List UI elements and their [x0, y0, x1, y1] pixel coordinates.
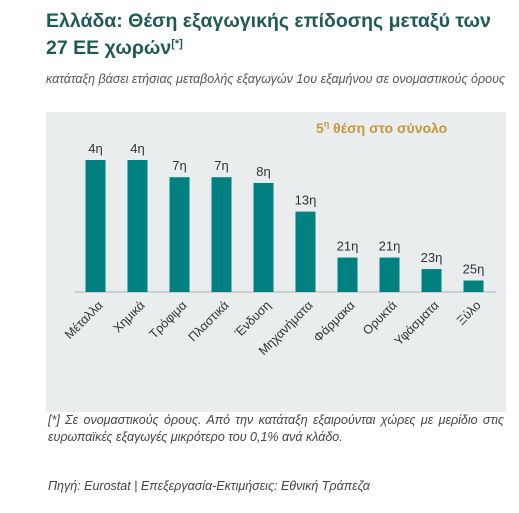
bar-7 — [379, 257, 400, 292]
category-label-7: Ορυκτά — [360, 298, 400, 338]
data-label-8: 23η — [421, 250, 443, 265]
bar-8 — [421, 269, 442, 292]
source-note: Πηγή: Eurostat | Επεξεργασία-Εκτιμήσεις:… — [48, 479, 370, 493]
data-label-6: 21η — [337, 239, 359, 254]
bar-chart: 4η Μέταλλα 4η Χημικά 7η Τρόφιμα 7η Πλαστικά 8η Έν… — [62, 119, 496, 358]
chart-title: Ελλάδα: Θέση εξαγωγικής επίδοσης μεταξύ … — [46, 10, 506, 60]
chart-title-text: Ελλάδα: Θέση εξαγωγικής επίδοσης μεταξύ … — [46, 10, 491, 59]
category-label-0: Μέταλλα — [62, 298, 105, 341]
data-label-7: 21η — [379, 239, 401, 254]
overall-rank-annotation: 5η θέση στο σύνολο — [316, 119, 447, 136]
category-label-6: Φάρμακα — [311, 298, 358, 345]
data-label-2: 7η — [172, 158, 186, 173]
category-label-3: Πλαστικά — [186, 298, 232, 344]
bar-6 — [337, 257, 358, 292]
data-label-3: 7η — [214, 158, 228, 173]
bar-9 — [463, 280, 484, 292]
data-label-9: 25η — [463, 262, 485, 277]
data-label-4: 8η — [256, 164, 270, 179]
bar-0 — [85, 160, 106, 292]
category-label-8: Υφάσματα — [392, 298, 442, 348]
bar-1 — [127, 160, 148, 292]
chart-subtitle: κατάταξη βάσει ετήσιας μεταβολής εξαγωγώ… — [46, 72, 506, 86]
category-label-4: Ένδυση — [232, 298, 274, 340]
bar-5 — [295, 211, 316, 292]
bar-3 — [211, 177, 232, 292]
bar-4 — [253, 182, 274, 292]
category-label-1: Χημικά — [110, 298, 147, 335]
bar-2 — [169, 177, 190, 292]
data-label-1: 4η — [130, 141, 144, 156]
data-label-5: 13η — [295, 193, 317, 208]
footnote: [*] Σε ονομαστικούς όρους. Από την κατάτ… — [48, 413, 504, 444]
category-label-2: Τρόφιμα — [146, 298, 189, 341]
data-label-0: 4η — [88, 141, 102, 156]
chart-panel — [46, 112, 506, 412]
chart-title-note: [*] — [171, 38, 183, 50]
category-label-9: Ξύλο — [454, 298, 484, 328]
